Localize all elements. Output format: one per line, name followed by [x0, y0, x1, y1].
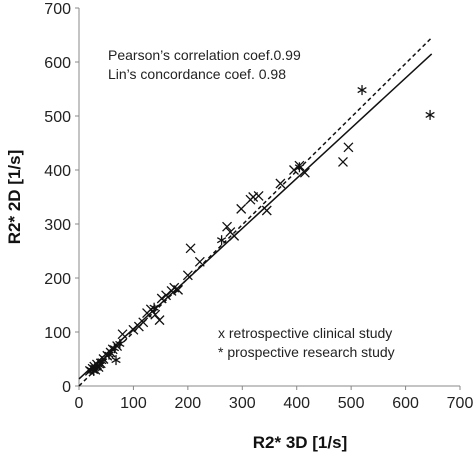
retrospective-point — [128, 324, 139, 335]
retrospective-point — [150, 309, 161, 320]
y-tick-label: 700 — [44, 1, 71, 18]
y-tick-label: 0 — [62, 379, 71, 396]
x-axis-title: R2* 3D [1/s] — [253, 433, 347, 452]
retrospective-point — [261, 205, 272, 216]
pearson-annotation: Pearson’s correlation coef.0.99 — [108, 47, 301, 63]
retrospective-point — [161, 290, 172, 301]
retrospective-point — [289, 165, 299, 175]
x-tick-label: 200 — [175, 395, 202, 412]
retrospective-point — [236, 203, 247, 214]
prospective-point — [109, 343, 120, 354]
retrospective-point — [253, 190, 264, 201]
x-tick-label: 700 — [447, 395, 474, 412]
legend-prospective: * prospective research study — [218, 344, 395, 360]
prospective-point — [294, 162, 305, 173]
x-tick-label: 400 — [283, 395, 310, 412]
retrospective-point — [117, 329, 128, 340]
prospective-point — [115, 338, 125, 349]
prospective-point — [149, 302, 159, 313]
x-tick-label: 500 — [338, 395, 365, 412]
legend-retrospective: x retrospective clinical study — [218, 325, 392, 341]
y-tick-label: 500 — [44, 109, 71, 126]
prospective-point — [357, 85, 367, 96]
x-ticks: 0 100 200 300 400 500 600 700 — [75, 386, 474, 412]
prospective-point — [111, 355, 121, 366]
y-axis-title: R2* 2D [1/s] — [5, 150, 24, 244]
prospective-point — [425, 109, 435, 120]
retrospective-point — [229, 230, 240, 241]
retrospective-point — [154, 315, 165, 326]
y-tick-label: 600 — [44, 55, 71, 72]
retrospective-point — [343, 142, 354, 153]
retrospective-point — [299, 167, 310, 178]
retrospective-point — [156, 293, 167, 304]
data-points — [84, 85, 435, 376]
x-tick-label: 0 — [75, 395, 84, 412]
x-tick-label: 600 — [392, 395, 419, 412]
retrospective-point — [222, 221, 233, 232]
y-tick-label: 400 — [44, 163, 71, 180]
lin-annotation: Lin’s concordance coef. 0.98 — [108, 66, 286, 82]
retrospective-point — [138, 317, 149, 328]
y-tick-label: 200 — [44, 271, 71, 288]
x-tick-label: 100 — [120, 395, 147, 412]
retrospective-point — [182, 270, 193, 281]
retrospective-point — [173, 284, 184, 295]
x-tick-label: 300 — [229, 395, 256, 412]
y-tick-label: 300 — [44, 217, 71, 234]
prospective-point — [97, 356, 107, 367]
retrospective-point — [194, 256, 205, 267]
retrospective-point — [185, 243, 196, 254]
prospective-point — [216, 235, 227, 246]
axes — [78, 8, 460, 387]
y-ticks: 0 100 200 300 400 500 600 700 — [44, 1, 79, 396]
y-tick-label: 100 — [44, 325, 71, 342]
retrospective-point — [338, 156, 348, 167]
prospective-point — [104, 349, 114, 360]
retrospective-point — [275, 178, 286, 189]
identity-line — [78, 37, 433, 387]
